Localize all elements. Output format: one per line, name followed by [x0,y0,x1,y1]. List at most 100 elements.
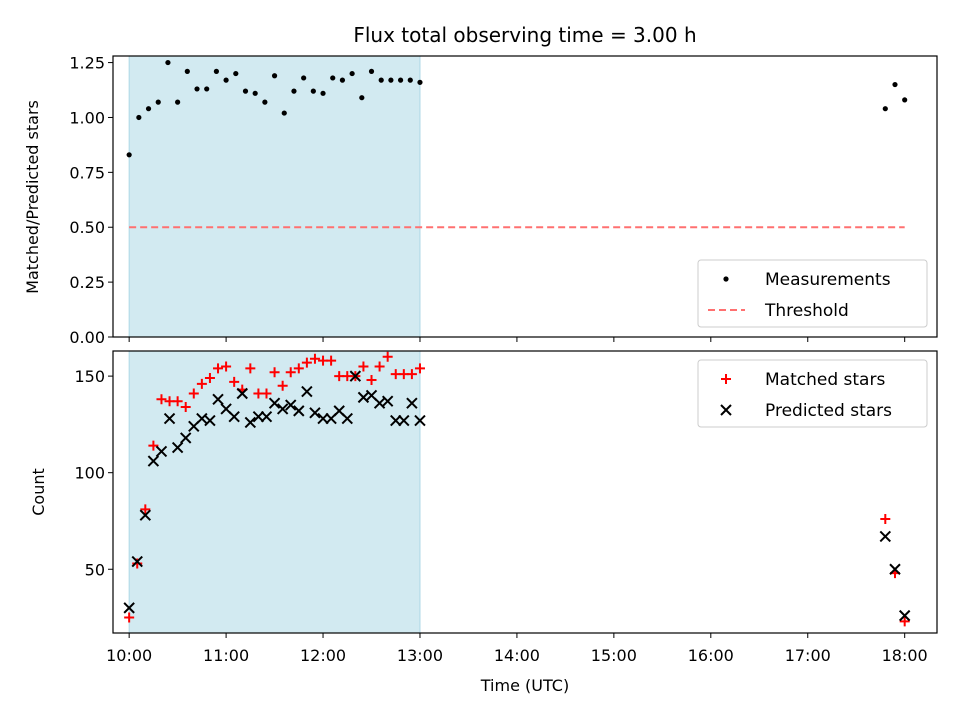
data-point [320,90,326,96]
data-point [310,88,316,94]
legend-label: Predicted stars [765,401,892,421]
data-point [184,68,190,74]
y-tick-label: 0.25 [69,273,105,292]
x-tick-label: 14:00 [494,646,540,665]
data-point [228,410,240,423]
legend-swatch [723,276,729,282]
data-point [147,455,160,467]
y-tick-label: 100 [74,464,105,483]
data-point [341,412,353,425]
data-point [271,73,278,79]
data-point [291,88,297,94]
data-point [163,412,176,425]
data-point [260,410,273,423]
legend-label: Threshold [764,301,849,321]
data-point [262,99,268,105]
data-point [194,86,200,92]
data-point [233,70,239,77]
data-point [889,563,901,575]
data-point [285,399,297,411]
bottom-panel-counts: 50 100 150 10:00 11:00 12:00 13:00 14:00 15:00 16… [74,350,938,665]
data-point [213,68,220,74]
data-point [221,361,232,372]
y-tick-label: 1.00 [69,108,105,127]
data-point [188,388,199,399]
data-point [212,393,224,405]
data-point [245,363,256,374]
data-point [382,351,393,362]
data-point [309,353,320,364]
y-tick-label: 1.25 [69,54,105,73]
data-point [213,363,224,374]
legend: Matched stars Predicted stars [697,359,928,428]
data-point [326,355,337,366]
x-tick-label: 11:00 [203,646,249,665]
data-point [301,75,307,81]
x-axis-label: Time (UTC) [480,676,569,695]
data-point [123,602,135,614]
y-tick-label: 0.00 [69,328,105,347]
legend-swatch [721,374,731,384]
data-point [902,97,908,103]
y-tick-label: 50 [85,560,105,579]
data-point [357,391,370,404]
data-point [165,59,171,66]
data-point [381,395,394,407]
data-point [140,504,151,515]
data-point [204,373,215,384]
data-point [269,367,280,378]
data-point [358,361,369,372]
data-point [244,416,257,429]
data-point [339,77,346,83]
data-point [414,363,425,374]
data-point [126,152,132,158]
data-point [261,388,272,399]
data-point [204,86,210,92]
data-point [309,407,321,419]
data-point [892,81,898,88]
data-point [156,394,167,405]
data-point [417,79,423,85]
data-point [285,367,296,378]
data-point [407,77,413,83]
series-predicted-stars [123,370,911,622]
series-matched-stars [124,351,910,627]
data-point [349,70,355,77]
x-tick-label: 12:00 [300,646,346,665]
legend-swatch [720,404,732,416]
data-point [252,90,258,96]
data-point [139,509,152,521]
y-tick-label: 0.75 [69,163,105,182]
plot-frame [112,350,938,634]
data-point [268,397,281,409]
observing-window-span [128,55,421,338]
data-point [406,397,418,409]
top-y-axis-label: Matched/Predicted stars [23,100,42,294]
data-point [229,376,240,387]
plot-frame [112,55,938,338]
x-tick-label: 18:00 [882,646,928,665]
legend: Measurements Threshold [697,259,928,328]
bottom-y-axis-label: Count [29,468,48,516]
data-point [277,380,288,391]
data-point [301,385,313,398]
data-point [349,370,362,382]
data-point [882,106,888,112]
data-point [223,77,229,83]
x-tick-label: 13:00 [397,646,443,665]
data-point [180,402,191,413]
data-point [242,88,249,94]
y-tick-label: 150 [74,367,105,386]
data-point [179,432,192,444]
data-point [879,530,892,543]
data-point [196,412,208,425]
data-point [398,414,410,427]
data-point [281,110,287,116]
data-point [898,609,911,622]
data-point [378,77,384,83]
legend-label: Measurements [765,270,891,290]
data-point [880,514,891,525]
data-point [373,397,386,409]
data-point [330,75,336,81]
